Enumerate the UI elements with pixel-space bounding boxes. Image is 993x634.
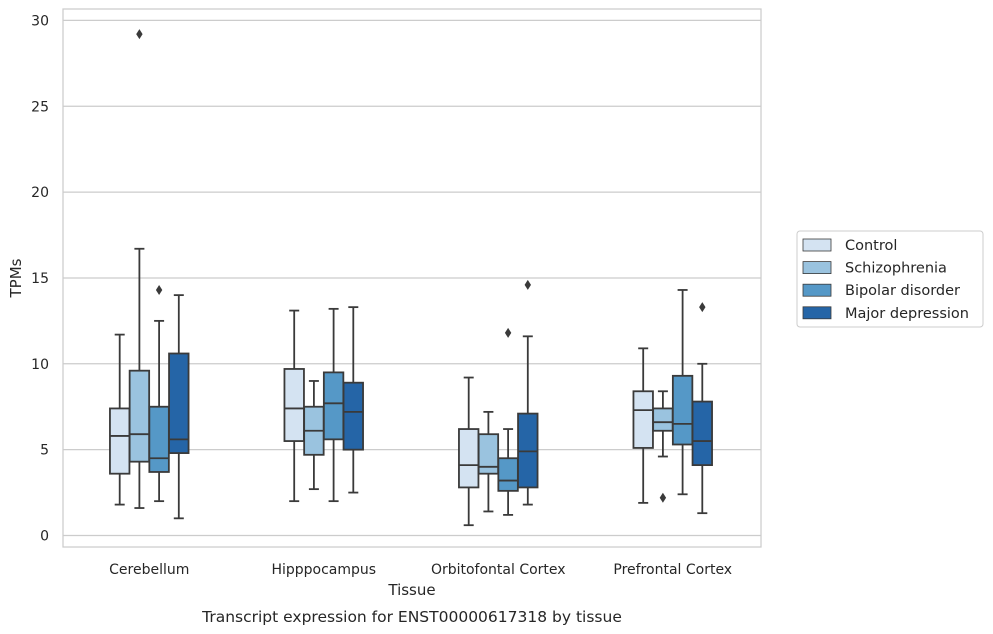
y-tick-label-5: 5 [40,443,49,459]
chart-caption: Transcript expression for ENST0000061731… [201,608,622,626]
x-tick-label-3: Prefrontal Cortex [613,562,732,578]
box-body [283,368,305,442]
box-body [671,374,694,446]
legend-label-3: Major depression [845,306,969,322]
box-1-1 [303,380,325,491]
legend: Control Schizophrenia Bipolar disorder Majo… [796,230,984,328]
box-body [497,457,519,492]
box-0-0 [109,333,131,506]
box-3-0 [632,347,654,504]
box-body [477,433,500,475]
legend-swatch-2 [802,283,832,297]
box-3-3 [691,302,713,515]
legend-swatch-0 [802,238,832,252]
legend-swatch-1 [802,261,832,275]
legend-label-0: Control [845,238,897,254]
x-tick-label-1: Hipppocampus [271,562,376,578]
outlier-point [155,284,163,295]
box-series [109,29,713,527]
box-3-1 [652,390,674,503]
outlier-point [136,29,143,40]
box-body [691,400,713,467]
plot-area-frame [62,8,762,548]
y-tick-label-0: 0 [40,529,49,545]
box-body [128,369,151,463]
x-axis-label: Tissue [387,581,435,599]
x-tick-label-0: Cerebellum [109,562,189,578]
box-3-2 [671,289,694,496]
x-axis-ticks: Cerebellum Hipppocampus Orbitofontal Corte… [109,562,732,578]
y-tick-label-15: 15 [31,271,49,287]
box-1-2 [322,307,345,503]
box-body [148,405,170,473]
outlier-point [659,492,667,503]
y-tick-label-30: 30 [31,13,49,29]
box-0-1 [128,29,151,509]
box-body [109,407,131,475]
box-0-3 [168,294,190,520]
legend-swatch-3 [802,306,832,320]
box-0-2 [148,284,170,503]
box-1-3 [342,306,364,494]
box-1-0 [283,309,305,503]
box-body [652,407,674,432]
y-tick-label-10: 10 [31,357,49,373]
box-body [342,381,364,451]
y-tick-label-25: 25 [31,99,49,115]
box-body [168,352,190,454]
legend-frame [796,230,984,328]
box-2-3 [517,279,539,506]
box-2-0 [458,376,480,527]
box-body [458,428,480,489]
outlier-point [504,327,512,338]
outlier-point [524,279,531,290]
box-2-2 [497,327,519,516]
x-tick-label-2: Orbitofontal Cortex [431,562,566,578]
legend-label-2: Bipolar disorder [845,283,960,299]
box-body [322,371,345,441]
box-2-1 [477,410,500,513]
outlier-point [699,302,706,313]
y-tick-label-20: 20 [31,185,49,201]
y-axis-ticks: 0 5 10 15 20 25 30 [31,13,49,544]
y-axis-label: TPMs [7,258,25,298]
legend-label-1: Schizophrenia [845,261,947,277]
box-body [632,390,654,449]
